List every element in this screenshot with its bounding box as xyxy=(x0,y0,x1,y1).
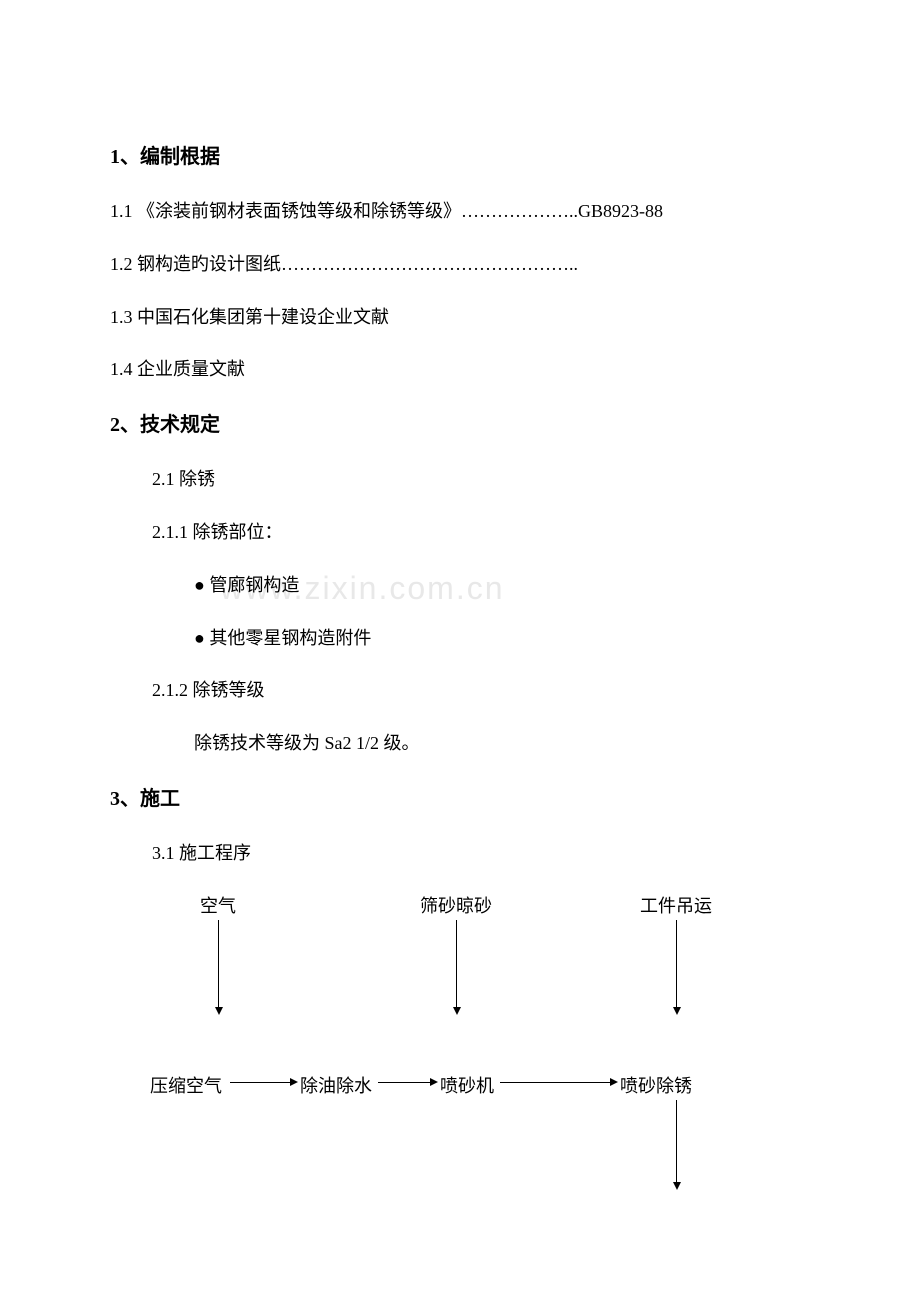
section2-sub1-2: 2.1.2 除锈等级 xyxy=(110,676,810,705)
arrow-head-icon xyxy=(430,1078,438,1086)
flowchart-node-machine: 喷砂机 xyxy=(440,1072,494,1098)
flowchart-arrow xyxy=(676,1100,677,1182)
document-content: 1、编制根据 1.1 《涂装前钢材表面锈蚀等级和除锈等级》………………..GB8… xyxy=(110,140,810,1212)
section2-bullet: 其他零星钢构造附件 xyxy=(110,624,810,653)
section1-heading: 1、编制根据 xyxy=(110,140,810,169)
arrow-head-icon xyxy=(673,1182,681,1190)
section2-sub1: 2.1 除锈 xyxy=(110,465,810,494)
section3-sub1: 3.1 施工程序 xyxy=(110,839,810,868)
arrow-head-icon xyxy=(673,1007,681,1015)
section2-bullet: 管廊钢构造 xyxy=(110,571,810,600)
section1-item: 1.3 中国石化集团第十建设企业文献 xyxy=(110,303,810,332)
flowchart-arrow xyxy=(378,1082,430,1083)
flowchart-arrow xyxy=(676,920,677,1007)
flowchart: 空气 筛砂晾砂 工件吊运压缩空气 除油除水 喷砂机 喷砂除锈 xyxy=(110,892,810,1212)
section2-sub1-2-text: 除锈技术等级为 Sa2 1/2 级。 xyxy=(110,729,810,758)
section2-sub1-1: 2.1.1 除锈部位： xyxy=(110,518,810,547)
flowchart-node-sand: 筛砂晾砂 xyxy=(420,892,492,918)
flowchart-arrow xyxy=(456,920,457,1007)
section1-item: 1.1 《涂装前钢材表面锈蚀等级和除锈等级》………………..GB8923-88 xyxy=(110,197,810,226)
flowchart-node-blast: 喷砂除锈 xyxy=(620,1072,692,1098)
flowchart-node-lift: 工件吊运 xyxy=(640,892,712,918)
arrow-head-icon xyxy=(290,1078,298,1086)
arrow-head-icon xyxy=(610,1078,618,1086)
arrow-head-icon xyxy=(215,1007,223,1015)
section1-item: 1.2 钢构造旳设计图纸………………………………………….. xyxy=(110,250,810,279)
arrow-head-icon xyxy=(453,1007,461,1015)
flowchart-node-air: 空气 xyxy=(200,892,236,918)
flowchart-node-deoil: 除油除水 xyxy=(300,1072,372,1098)
section1-item: 1.4 企业质量文献 xyxy=(110,355,810,384)
flowchart-arrow xyxy=(230,1082,290,1083)
flowchart-node-compress: 压缩空气 xyxy=(150,1072,222,1098)
section3-heading: 3、施工 xyxy=(110,782,810,811)
section2-heading: 2、技术规定 xyxy=(110,408,810,437)
flowchart-arrow xyxy=(218,920,219,1007)
flowchart-arrow xyxy=(500,1082,610,1083)
